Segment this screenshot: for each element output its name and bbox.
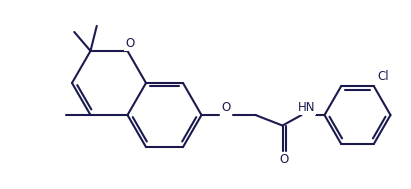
Text: Cl: Cl: [377, 70, 389, 84]
Text: O: O: [279, 153, 288, 166]
Text: O: O: [221, 101, 230, 114]
Text: O: O: [125, 37, 134, 50]
Text: HN: HN: [298, 101, 315, 114]
